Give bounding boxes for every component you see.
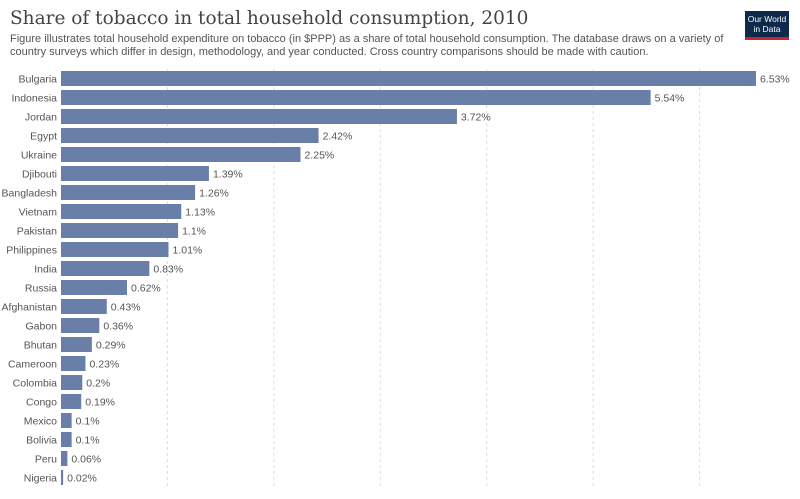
value-label: 0.1% — [76, 416, 100, 428]
category-label: Russia — [25, 283, 57, 295]
bar-pakistan[interactable] — [61, 223, 179, 238]
bar-bolivia[interactable] — [61, 432, 72, 447]
category-label: Egypt — [30, 131, 57, 143]
category-label: Congo — [26, 397, 57, 409]
value-label: 0.2% — [86, 378, 110, 390]
logo-line-1: Our World — [747, 14, 787, 24]
value-label: 1.01% — [172, 245, 202, 257]
grid-lines — [166, 69, 701, 488]
bar-congo[interactable] — [61, 394, 82, 409]
logo-line-2: in Data — [753, 24, 781, 34]
category-label: Afghanistan — [2, 302, 58, 314]
value-label: 6.53% — [760, 74, 790, 86]
category-label: Gabon — [25, 321, 57, 333]
value-label: 5.54% — [655, 93, 685, 105]
bar-jordan[interactable] — [61, 109, 457, 124]
bar-gabon[interactable] — [61, 318, 100, 333]
category-label: Bolivia — [26, 435, 57, 447]
category-label: Pakistan — [17, 226, 57, 238]
category-label: Ukraine — [21, 150, 57, 162]
owid-logo[interactable]: Our World in Data — [745, 11, 789, 40]
value-label: 0.29% — [96, 340, 126, 352]
bar-bhutan[interactable] — [61, 337, 92, 352]
category-label: Colombia — [13, 378, 58, 390]
value-label: 1.13% — [185, 207, 215, 219]
bar-colombia[interactable] — [61, 375, 83, 390]
category-label: India — [34, 264, 57, 276]
category-label: Jordan — [25, 112, 57, 124]
category-label: Indonesia — [11, 93, 57, 105]
category-labels: Bulgaria Indonesia Jordan Egypt Ukraine Djibo… — [2, 74, 58, 485]
category-label: Bhutan — [24, 340, 57, 352]
bar-nigeria[interactable] — [61, 470, 64, 485]
value-label: 0.06% — [71, 454, 101, 466]
chart-subtitle: Figure illustrates total household expen… — [10, 33, 724, 58]
bar-djibouti[interactable] — [61, 166, 209, 181]
value-label: 1.1% — [182, 226, 206, 238]
value-label: 0.43% — [111, 302, 141, 314]
value-label: 1.26% — [199, 188, 229, 200]
value-label: 0.19% — [85, 397, 115, 409]
bar-egypt[interactable] — [61, 128, 319, 143]
category-label: Bulgaria — [18, 74, 57, 86]
category-label: Philippines — [6, 245, 57, 257]
bar-peru[interactable] — [61, 451, 68, 466]
bar-mexico[interactable] — [61, 413, 72, 428]
bar-ukraine[interactable] — [61, 147, 301, 162]
bar-afghanistan[interactable] — [61, 299, 107, 314]
bar-bangladesh[interactable] — [61, 185, 196, 200]
value-label: 0.02% — [67, 473, 97, 485]
bar-indonesia[interactable] — [61, 90, 651, 105]
category-label: Bangladesh — [2, 188, 58, 200]
bar-india[interactable] — [61, 261, 150, 276]
bar-cameroon[interactable] — [61, 356, 86, 371]
chart-title: Share of tobacco in total household cons… — [10, 8, 529, 29]
bar-bulgaria[interactable] — [61, 71, 756, 86]
bar-russia[interactable] — [61, 280, 127, 295]
value-label: 1.39% — [213, 169, 243, 181]
category-label: Peru — [35, 454, 57, 466]
category-label: Mexico — [24, 416, 57, 428]
value-label: 0.23% — [89, 359, 119, 371]
value-labels: 6.53% 5.54% 3.72% 2.42% 2.25% 1.39% 1.26% 1.13%… — [67, 74, 790, 485]
category-label: Nigeria — [24, 473, 57, 485]
category-label: Vietnam — [19, 207, 58, 219]
bar-vietnam[interactable] — [61, 204, 182, 219]
value-label: 0.62% — [131, 283, 161, 295]
category-label: Djibouti — [22, 169, 57, 181]
category-label: Cameroon — [8, 359, 57, 371]
value-label: 0.1% — [76, 435, 100, 447]
value-label: 2.25% — [304, 150, 334, 162]
value-label: 0.36% — [103, 321, 133, 333]
bars — [61, 71, 756, 485]
bar-philippines[interactable] — [61, 242, 169, 257]
value-label: 0.83% — [153, 264, 183, 276]
value-label: 3.72% — [461, 112, 491, 124]
value-label: 2.42% — [323, 131, 353, 143]
